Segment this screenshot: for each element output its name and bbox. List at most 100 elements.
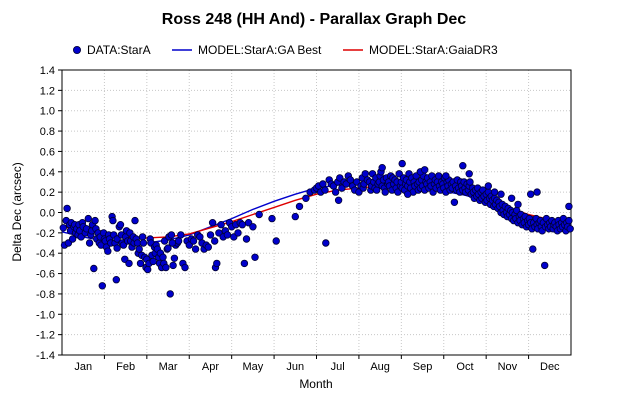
y-tick-label: -0.8 [36, 289, 55, 301]
data-point [295, 202, 304, 211]
y-tick-label: 0.2 [40, 187, 55, 199]
data-point [196, 233, 204, 241]
data-point [251, 253, 259, 261]
data-point [255, 210, 263, 219]
data-point [169, 261, 177, 270]
data-point [170, 254, 179, 262]
data-point [181, 263, 189, 272]
y-tick-label: -1.2 [36, 330, 55, 342]
legend-label-data: DATA:StarA [87, 43, 151, 57]
data-point [378, 163, 386, 172]
data-point [164, 244, 172, 252]
y-tick-label: 1.2 [40, 85, 55, 97]
legend-data-marker [73, 46, 82, 55]
data-point [533, 188, 541, 196]
data-point [162, 263, 170, 272]
x-tick-label: Nov [498, 361, 518, 373]
data-point [116, 220, 125, 229]
data-point [174, 237, 183, 245]
x-tick-label: May [242, 361, 263, 373]
x-tick-label: Jun [286, 361, 304, 373]
legend-label-gaiadr3: MODEL:StarA:GaiaDR3 [369, 43, 498, 57]
data-point [319, 180, 327, 188]
data-point [565, 216, 573, 225]
x-tick-label: Jan [74, 361, 92, 373]
data-point [442, 172, 450, 180]
data-point [63, 204, 71, 213]
grid [62, 70, 571, 355]
data-point [90, 264, 98, 273]
data-point [527, 190, 535, 198]
y-tick-label: -1.4 [36, 350, 55, 362]
data-point [136, 259, 145, 268]
data-point [206, 231, 215, 239]
data-point [321, 186, 329, 194]
y-tick-label: 1.4 [40, 65, 55, 77]
y-tick-label: -0.4 [36, 248, 55, 260]
y-tick-label: -0.6 [36, 269, 55, 281]
data-point [234, 229, 242, 237]
x-tick-label: Sep [413, 361, 433, 373]
y-tick-label: 0.6 [40, 146, 55, 158]
y-tick-label: 0.8 [40, 126, 55, 138]
x-tick-label: Dec [540, 361, 560, 373]
legend-label-ga-best: MODEL:StarA:GA Best [198, 43, 322, 57]
y-axis-label: Delta Dec (arcsec) [10, 162, 24, 261]
x-axis-label: Month [299, 377, 332, 391]
data-point [112, 276, 120, 284]
data-point [213, 259, 221, 268]
data-point [189, 237, 198, 245]
data-point [159, 253, 167, 261]
x-tick-label: Aug [370, 361, 390, 373]
data-point [507, 194, 516, 202]
x-axis: Jan Feb Mar Apr May Jun Jul Aug Sep Oct Nov Dec [74, 355, 560, 373]
chart-title: Ross 248 (HH And) - Parallax Graph Dec [162, 11, 466, 28]
data-point [91, 216, 99, 225]
data-point [210, 237, 219, 245]
data-point [302, 194, 310, 202]
data-point [204, 243, 212, 251]
data-point [514, 200, 522, 209]
x-tick-label: Mar [159, 361, 178, 373]
data-point [139, 239, 148, 247]
data-point [465, 170, 473, 178]
data-point [138, 233, 147, 241]
y-tick-label: 0.4 [40, 167, 55, 179]
data-point [135, 245, 143, 253]
data-point [168, 239, 176, 247]
data-point [59, 224, 67, 232]
data-point [191, 245, 200, 253]
data-point [566, 225, 574, 233]
data-point [113, 244, 121, 252]
data-point [98, 282, 106, 290]
data-point [404, 190, 412, 198]
data-point [490, 188, 499, 196]
x-tick-label: Feb [116, 361, 135, 373]
data-point [125, 259, 133, 268]
data-point [541, 261, 549, 270]
data-point [167, 231, 176, 239]
data-point [249, 223, 257, 231]
data-point [177, 231, 185, 239]
data-point [166, 290, 174, 298]
data-point [223, 231, 232, 239]
data-point [322, 239, 330, 247]
data-point [361, 170, 369, 178]
data-point [84, 214, 92, 223]
data-point [497, 190, 505, 198]
y-tick-label: 0.0 [40, 208, 55, 220]
x-tick-label: Jul [331, 361, 345, 373]
data-point [238, 220, 246, 229]
x-tick-label: Apr [202, 361, 219, 373]
data-point [217, 220, 225, 229]
data-point [208, 218, 217, 227]
data-point [334, 196, 343, 204]
data-point [529, 245, 537, 253]
data-point [459, 161, 467, 170]
data-point [381, 188, 389, 196]
data-point [466, 178, 474, 186]
data-point [68, 235, 77, 243]
data-points [59, 159, 574, 298]
data-point [109, 216, 117, 225]
